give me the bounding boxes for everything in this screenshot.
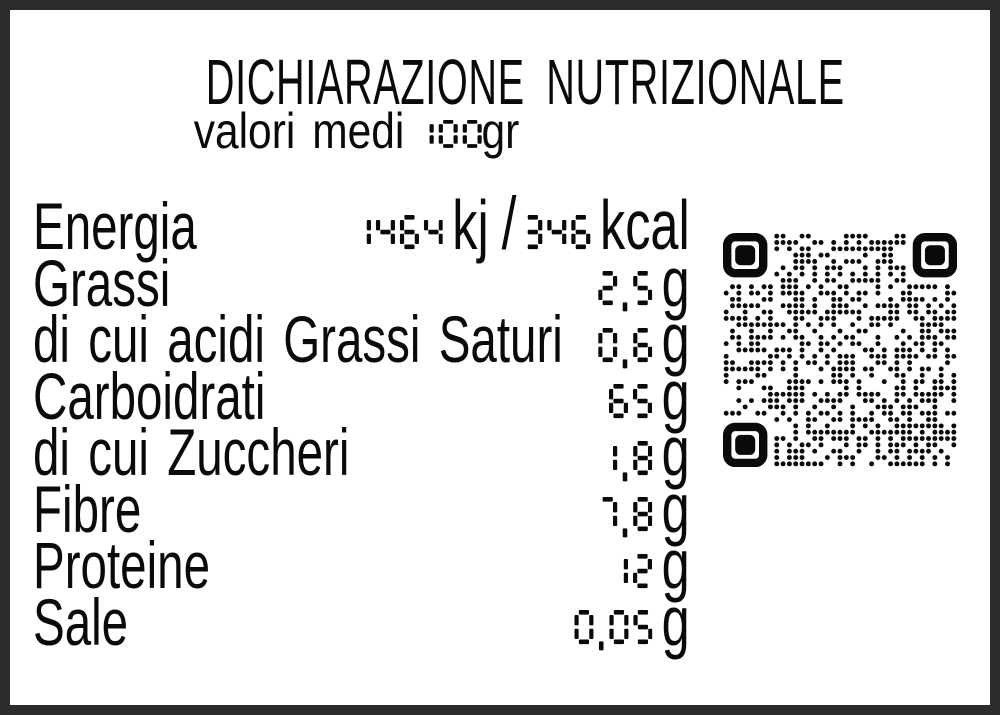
seven-segment-number	[609, 384, 653, 419]
nutrient-unit: g	[661, 468, 690, 547]
seven-segment-number	[624, 553, 653, 588]
seven-segment-number	[528, 214, 591, 249]
table-row: Energia kj / kcal	[33, 187, 690, 263]
nutrient-unit: g	[661, 525, 690, 603]
subtitle-row: valori medi gr	[10, 106, 704, 156]
seven-segment-number	[602, 497, 653, 538]
label-title: DICHIARAZIONE NUTRIZIONALE	[205, 46, 845, 118]
nutrition-table: Energia kj / kcal Grassi g di cui acidi Grassi…	[33, 187, 690, 659]
subtitle-amount-digits	[415, 103, 482, 159]
nutrient-label: Sale	[33, 584, 129, 659]
seven-segment-number	[613, 440, 653, 482]
qr-finder-pattern	[912, 233, 957, 278]
seven-segment-number	[574, 610, 653, 651]
nutrient-value: g	[609, 529, 690, 599]
nutrient-unit: g	[661, 242, 690, 321]
subtitle-text: valori medi	[194, 103, 405, 159]
table-row: Fibre g	[33, 471, 690, 546]
nutrient-value: g	[609, 360, 690, 430]
seven-segment-number	[366, 214, 443, 249]
nutrient-value: g	[598, 247, 690, 317]
nutrient-value: g	[598, 473, 690, 543]
table-row: di cui Zuccheri g	[33, 415, 690, 489]
nutrient-label: Energia	[33, 189, 197, 263]
label-subtitle: valori medi gr	[194, 106, 520, 156]
seven-segment-number	[598, 271, 653, 312]
table-row: Grassi g	[33, 245, 690, 320]
nutrient-label: Fibre	[33, 471, 142, 546]
subtitle-unit: gr	[481, 103, 520, 159]
nutrient-label: di cui Zuccheri	[33, 415, 350, 489]
nutrient-label: di cui acidi Grassi Saturi	[33, 302, 563, 376]
nutrient-unit: g	[661, 355, 690, 434]
nutrient-label: Grassi	[33, 245, 171, 320]
table-row: Sale g	[33, 584, 690, 659]
nutrient-value: g	[598, 416, 690, 486]
nutrient-label: Carboidrati	[33, 358, 266, 433]
table-row: Proteine g	[33, 528, 690, 602]
nutrient-unit: g	[661, 412, 690, 490]
table-row: di cui acidi Grassi Saturi g	[33, 302, 690, 376]
nutrient-value: kj / kcal	[352, 187, 690, 261]
qr-code-icon	[723, 233, 957, 467]
nutrient-unit: g	[661, 299, 690, 377]
seven-segment-number	[598, 327, 653, 369]
value-separator: /	[501, 182, 517, 265]
qr-finder-pattern	[723, 422, 768, 467]
nutrient-unit: kj	[452, 186, 489, 264]
title-row: DICHIARAZIONE NUTRIZIONALE	[10, 50, 844, 114]
label-header: DICHIARAZIONE NUTRIZIONALE valori medi gr	[10, 10, 844, 180]
qr-finder-pattern	[723, 233, 768, 278]
nutrient-unit: kcal	[600, 186, 690, 264]
table-row: Carboidrati g	[33, 358, 690, 433]
nutrient-label: Proteine	[33, 528, 210, 602]
nutrient-value: g	[598, 303, 690, 373]
nutrient-value: g	[574, 586, 690, 656]
nutrient-unit: g	[661, 581, 690, 660]
seven-segment-number	[429, 120, 482, 148]
